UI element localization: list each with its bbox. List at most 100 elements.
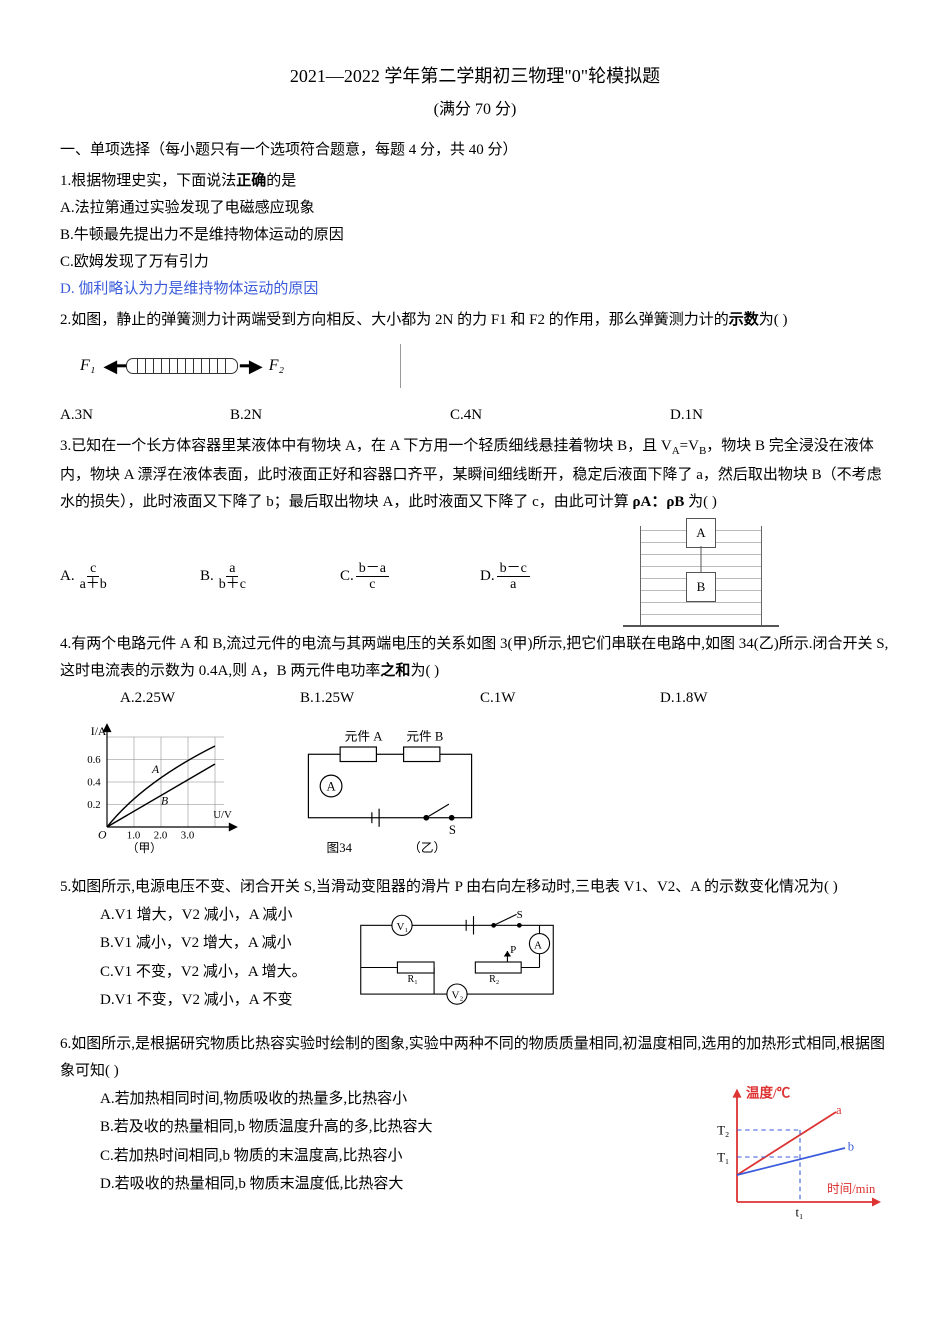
q3-D-den: a — [507, 577, 519, 592]
svg-text:（甲）: （甲） — [127, 841, 162, 854]
arrow-right-icon: ━▶ — [240, 350, 261, 382]
q3-C-den: c — [366, 577, 378, 592]
svg-text:B: B — [161, 794, 168, 807]
q4-optC: C.1W — [480, 685, 660, 712]
q3-optC: C. b－ac — [340, 561, 480, 593]
q5-optB: B.V1 减小，V2 增大，A 减小 — [100, 929, 307, 958]
fraction-icon: ca＋b — [77, 561, 110, 593]
q3-subA: A — [672, 445, 680, 457]
q1-optC: C.欧姆发现了万有引力 — [60, 249, 890, 276]
question-6: 6.如图所示,是根据研究物质比热容实验时绘制的图象,实验中两种不同的物质质量相同… — [60, 1031, 890, 1085]
svg-text:a: a — [836, 1103, 842, 1117]
elemA-label: 元件 A — [345, 730, 384, 744]
q5-options: A.V1 增大，V2 减小，A 减小 B.V1 减小，V2 增大，A 减小 C.… — [100, 901, 307, 1015]
q5-optC: C.V1 不变，V2 减小，A 增大。 — [100, 958, 307, 987]
q3-options-row: A. ca＋b B. ab＋c C. b－ac D. b－ca A B — [60, 526, 890, 627]
q6-options: A.若加热相同时间,物质吸收的热量多,比热容小 B.若及收的热量相同,b 物质温… — [100, 1085, 680, 1199]
q1-stem-tail: 的是 — [266, 173, 296, 189]
iv-chart-icon: A B I/A 0.6 0.4 0.2 O 1.0 2.0 3.0 U/V （甲… — [80, 719, 260, 854]
line-a — [737, 1112, 836, 1175]
q3-optB: B. ab＋c — [200, 561, 340, 593]
q6-optB: B.若及收的热量相同,b 物质温度升高的多,比热容大 — [100, 1113, 680, 1142]
svg-text:V₁: V₁ — [396, 921, 408, 933]
svg-text:3.0: 3.0 — [181, 830, 194, 842]
q3-optB-label: B. — [200, 563, 214, 590]
svg-text:A: A — [327, 780, 337, 794]
svg-text:R₁: R₁ — [407, 974, 417, 985]
svg-text:0.4: 0.4 — [87, 777, 101, 789]
q6-graph: 温度/℃ 时间/min T₂ T₁ t₁ a b — [710, 1085, 890, 1239]
q4-stem-bold: 之和 — [380, 663, 410, 679]
q4-stem1: 4.有两个电路元件 A 和 B,流过元件的电流与其两端电压的关系如图 3(甲)所… — [60, 636, 888, 679]
ground-line-icon — [623, 625, 779, 627]
q3-optD: D. b－ca — [480, 561, 620, 593]
q2-stem-bold: 示数 — [729, 312, 759, 328]
block-B: B — [686, 572, 716, 602]
q3-C-num: b－a — [356, 561, 389, 577]
svg-text:R₂: R₂ — [489, 974, 499, 985]
question-5: 5.如图所示,电源电压不变、闭合开关 S,当滑动变阻器的滑片 P 由右向左移动时… — [60, 874, 890, 901]
svg-text:（乙）: （乙） — [408, 841, 446, 854]
q6-row: A.若加热相同时间,物质吸收的热量多,比热容小 B.若及收的热量相同,b 物质温… — [60, 1085, 890, 1239]
svg-text:图34: 图34 — [327, 841, 353, 854]
q5-optA: A.V1 增大，V2 减小，A 减小 — [100, 901, 307, 930]
svg-text:T₂: T₂ — [717, 1123, 729, 1137]
svg-text:2.0: 2.0 — [154, 830, 167, 842]
q4-optB: B.1.25W — [300, 685, 480, 712]
q2-optC: C.4N — [450, 402, 670, 429]
q5-circuit: V₁ A V₂ R₁ R₂ P S — [347, 907, 567, 1027]
section-heading: 一、单项选择（每小题只有一个选项符合题意，每题 4 分，共 40 分） — [60, 137, 890, 164]
svg-text:温度/℃: 温度/℃ — [746, 1085, 791, 1101]
svg-text:b: b — [848, 1140, 854, 1154]
q2-options: A.3N B.2N C.4N D.1N — [60, 402, 890, 429]
y-label: I/A — [91, 725, 107, 738]
q3-optA-label: A. — [60, 563, 75, 590]
q4-figures: A B I/A 0.6 0.4 0.2 O 1.0 2.0 3.0 U/V （甲… — [80, 718, 890, 864]
q3-A-den: a＋b — [77, 577, 110, 592]
q4-optD: D.1.8W — [660, 685, 800, 712]
q1-optB: B.牛顿最先提出力不是维持物体运动的原因 — [60, 222, 890, 249]
label-F1: F₁ — [80, 352, 95, 381]
rheostat-circuit-icon: V₁ A V₂ R₁ R₂ P S — [347, 907, 567, 1017]
q3-stem-bold: ρA：ρB — [633, 494, 685, 510]
q3-stem-a: 3.已知在一个长方体容器里某液体中有物块 A，在 A 下方用一个轻质细线悬挂着物… — [60, 438, 672, 454]
svg-text:O: O — [98, 829, 107, 842]
svg-text:V₂: V₂ — [451, 990, 463, 1002]
svg-text:A: A — [151, 763, 160, 776]
x-label: U/V — [213, 809, 232, 821]
q2-stem1: 2.如图，静止的弹簧测力计两端受到方向相反、大小都为 2N 的力 F1 和 F2… — [60, 312, 729, 328]
q2-optA: A.3N — [60, 402, 230, 429]
elemB-label: 元件 B — [406, 730, 443, 744]
svg-text:T₁: T₁ — [717, 1150, 729, 1164]
block-A: A — [686, 518, 716, 548]
q3-figure: A B — [640, 526, 790, 627]
q3-optC-label: C. — [340, 563, 354, 590]
q1-stem: 1.根据物理史实，下面说法 — [60, 173, 236, 189]
q3-optA: A. ca＋b — [60, 561, 200, 593]
question-3: 3.已知在一个长方体容器里某液体中有物块 A，在 A 下方用一个轻质细线悬挂着物… — [60, 433, 890, 516]
svg-text:1.0: 1.0 — [127, 830, 140, 842]
q2-stem2: 为( ) — [759, 312, 788, 328]
q5-optD: D.V1 不变，V2 减小，A 不变 — [100, 986, 307, 1015]
page-title: 2021—2022 学年第二学期初三物理"0"轮模拟题 — [60, 60, 890, 92]
q3-B-den: b＋c — [216, 577, 249, 592]
fraction-icon: b－ac — [356, 561, 389, 593]
question-1: 1.根据物理史实，下面说法正确的是 — [60, 168, 890, 195]
q4-circuit: 元件 A 元件 B A S 图34 （乙） — [290, 718, 490, 864]
question-4: 4.有两个电路元件 A 和 B,流过元件的电流与其两端电压的关系如图 3(甲)所… — [60, 631, 890, 685]
spring-figure: F₁ ◀━ ━▶ F₂ — [80, 344, 401, 388]
q3-stem-end: 为( ) — [684, 494, 717, 510]
q3-stem-mid: =V — [680, 438, 699, 454]
svg-text:S: S — [516, 909, 522, 921]
q1-optD: D. 伽利略认为力是维持物体运动的原因 — [60, 276, 890, 303]
svg-text:A: A — [534, 939, 542, 951]
svg-text:时间/min: 时间/min — [827, 1182, 876, 1196]
q6-optA: A.若加热相同时间,物质吸收的热量多,比热容小 — [100, 1085, 680, 1114]
fraction-icon: b－ca — [497, 561, 530, 593]
svg-text:S: S — [449, 823, 456, 837]
svg-text:0.6: 0.6 — [87, 754, 101, 766]
q3-D-num: b－c — [497, 561, 530, 577]
q3-B-num: a — [226, 561, 238, 577]
svg-text:P: P — [510, 944, 516, 956]
fraction-icon: ab＋c — [216, 561, 249, 593]
